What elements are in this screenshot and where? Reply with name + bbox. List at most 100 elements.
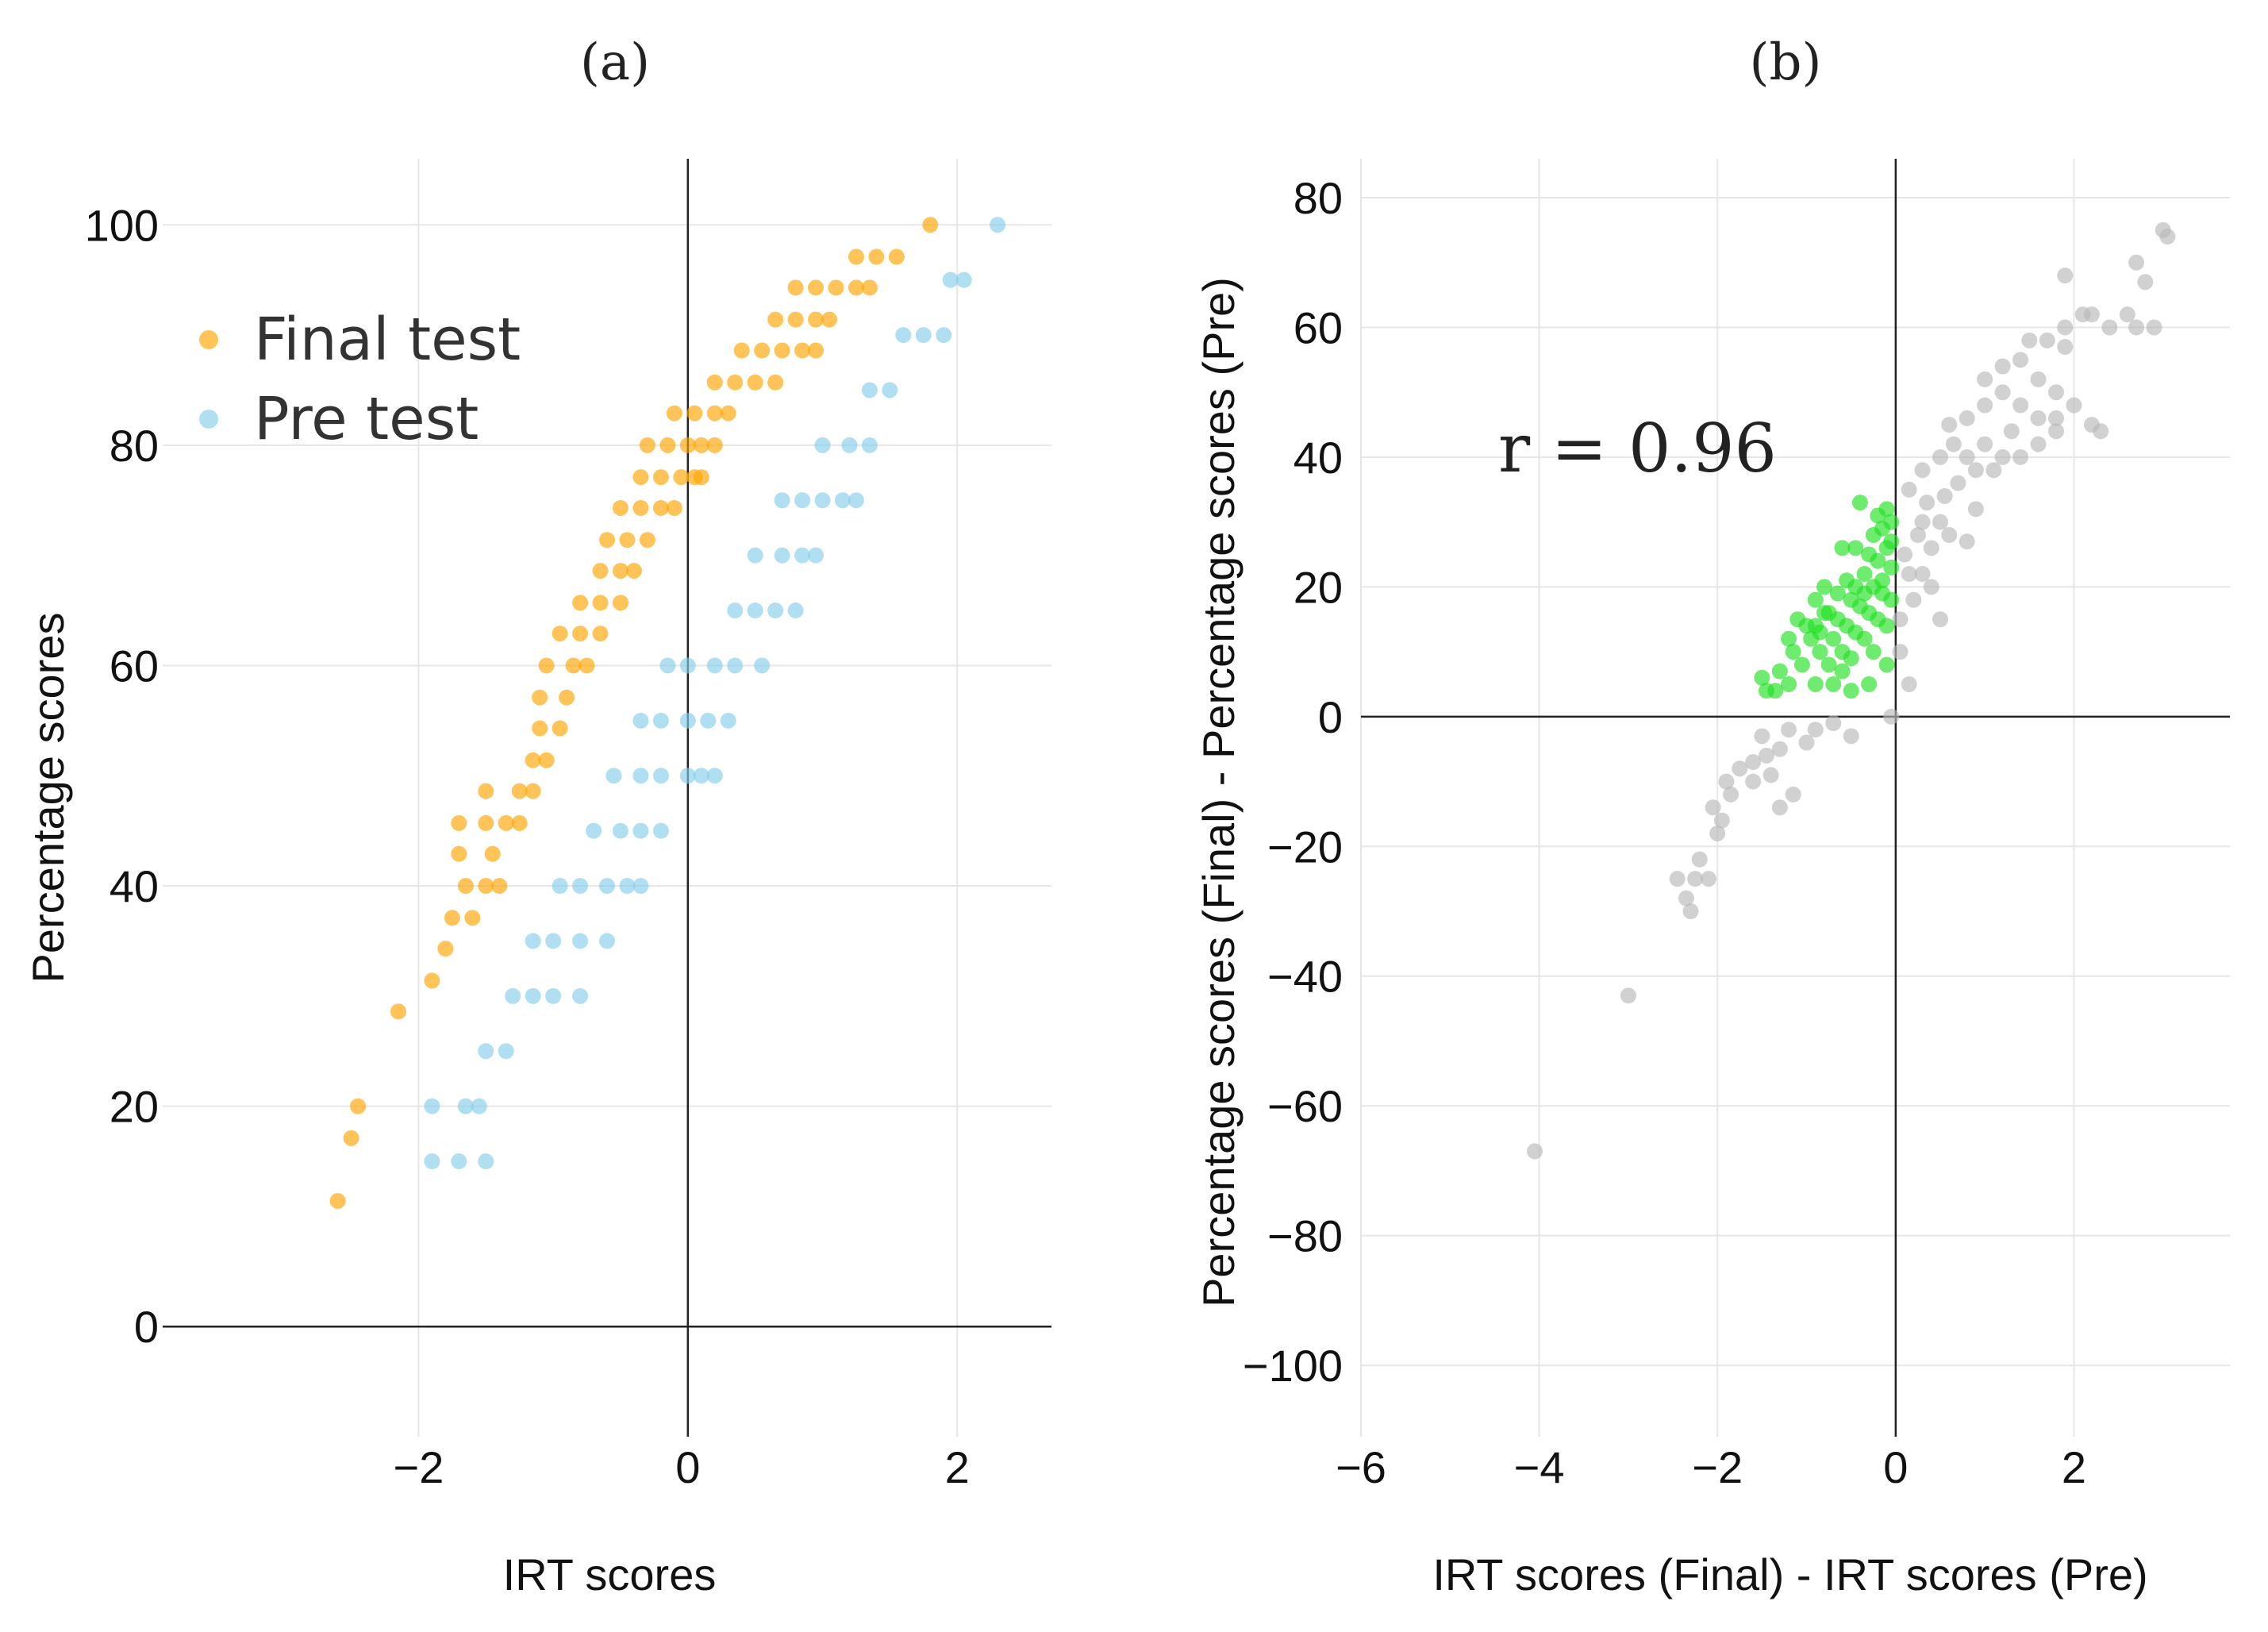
point-pre-test	[525, 987, 541, 1004]
legend-final-test-label: Final test	[254, 306, 521, 374]
y-tick-label: −40	[1267, 952, 1343, 1002]
point-final-test	[652, 499, 669, 516]
point-highlighted	[1847, 540, 1864, 556]
point-final-test	[484, 845, 501, 862]
point-highlighted	[1870, 552, 1886, 569]
point-highlighted	[1816, 579, 1832, 595]
point-final-test	[565, 657, 582, 674]
point-pre-test	[632, 712, 649, 729]
point-highlighted	[1856, 566, 1873, 583]
panel-b-label: (b)	[1750, 33, 1822, 92]
point-highlighted	[1851, 495, 1868, 511]
point-highlighted	[1812, 624, 1828, 641]
point-highlighted	[1883, 514, 1900, 530]
point-highlighted	[1874, 572, 1890, 589]
point-other	[1709, 825, 1726, 841]
point-highlighted	[1754, 669, 1770, 686]
point-highlighted	[1829, 585, 1846, 602]
x-tick-label: −4	[1514, 1442, 1565, 1492]
point-other	[2030, 410, 2047, 426]
point-highlighted	[1793, 656, 1810, 673]
point-final-test	[451, 845, 467, 862]
point-pre-test	[424, 1153, 440, 1170]
point-final-test	[538, 752, 555, 768]
point-other	[1897, 546, 1913, 563]
point-final-test	[922, 217, 939, 233]
point-other	[1705, 799, 1721, 816]
point-other	[2039, 332, 2055, 348]
point-other	[1843, 728, 1859, 745]
point-other	[1620, 987, 1636, 1004]
point-final-test	[720, 405, 736, 421]
point-pre-test	[727, 657, 744, 674]
point-pre-test	[814, 437, 831, 453]
point-highlighted	[1789, 611, 1806, 628]
point-other	[1967, 462, 1984, 479]
point-final-test	[457, 878, 474, 895]
point-pre-test	[693, 768, 709, 784]
point-pre-test	[679, 768, 696, 784]
point-other	[1892, 644, 1909, 660]
point-other	[1919, 495, 1935, 511]
point-final-test	[478, 878, 494, 895]
panel-a-axes	[163, 159, 1051, 1437]
x-tick-label: 2	[945, 1442, 970, 1492]
point-other	[2066, 397, 2082, 414]
point-other	[1763, 767, 1779, 783]
point-other	[1892, 611, 1909, 628]
point-pre-test	[572, 987, 589, 1004]
point-other	[1745, 754, 1762, 771]
y-tick-label: 0	[1318, 692, 1343, 742]
point-highlighted	[1865, 644, 1882, 660]
point-other	[1759, 747, 1774, 764]
point-pre-test	[915, 327, 932, 344]
point-other	[1781, 722, 1797, 738]
panel-b-points	[1527, 221, 2176, 1160]
point-pre-test	[619, 878, 636, 895]
point-final-test	[612, 595, 629, 611]
panel-a-grid	[163, 159, 1051, 1437]
point-pre-test	[478, 1153, 494, 1170]
point-other	[1994, 358, 2011, 375]
point-final-test	[888, 248, 905, 265]
point-pre-test	[572, 878, 589, 895]
point-other	[2030, 371, 2047, 387]
point-other	[1701, 871, 1716, 887]
point-final-test	[767, 374, 784, 391]
point-final-test	[767, 311, 784, 328]
point-final-test	[491, 878, 508, 895]
point-final-test	[343, 1130, 359, 1146]
point-pre-test	[457, 1098, 474, 1114]
point-final-test	[552, 720, 568, 737]
point-final-test	[599, 532, 615, 548]
legend-final-test-marker	[199, 330, 218, 349]
point-final-test	[639, 437, 655, 453]
point-other	[1994, 448, 2011, 465]
point-other	[1901, 566, 1917, 583]
correlation-annotation: r = 0.96	[1498, 410, 1777, 487]
point-pre-test	[478, 1043, 494, 1060]
x-tick-label: 0	[1883, 1442, 1908, 1492]
point-pre-test	[706, 657, 723, 674]
point-pre-test	[754, 657, 771, 674]
panel-b-axes	[1361, 159, 2230, 1437]
point-other	[1923, 540, 1939, 556]
point-final-test	[639, 532, 655, 548]
point-final-test	[652, 469, 669, 486]
y-tick-label: 0	[134, 1302, 159, 1352]
point-highlighted	[1883, 533, 1900, 550]
point-highlighted	[1861, 676, 1878, 692]
panel-b-x-axis-title: IRT scores (Final) - IRT scores (Pre)	[1432, 1549, 2147, 1599]
point-other	[2012, 352, 2029, 368]
panel-a-y-ticks: 0 20 40 60 80 100	[85, 200, 159, 1352]
point-final-test	[592, 595, 609, 611]
y-tick-label: −80	[1267, 1211, 1343, 1261]
point-pre-test	[774, 492, 790, 509]
point-other	[1732, 760, 1748, 777]
point-pre-test	[720, 712, 736, 729]
point-final-test	[861, 279, 878, 296]
y-tick-label: 60	[1294, 302, 1343, 352]
point-other	[1905, 591, 1922, 608]
